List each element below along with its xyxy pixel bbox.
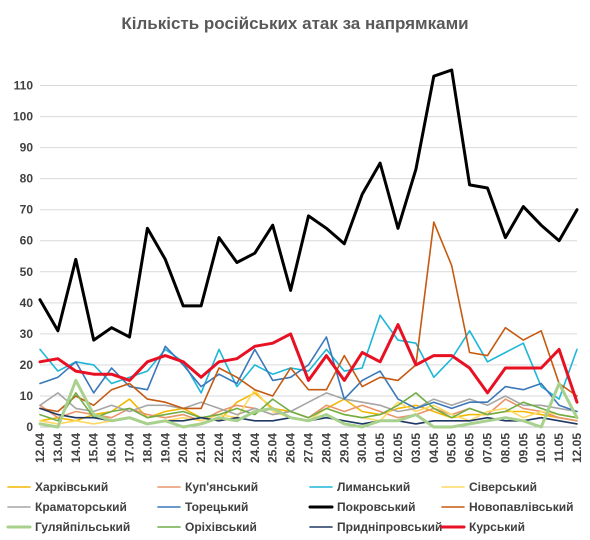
- x-tick-label: 21.04: [194, 433, 208, 463]
- y-tick-label: 110: [14, 79, 34, 93]
- x-tick-label: 28.04: [319, 433, 333, 463]
- series-line-3: [39, 314, 578, 400]
- x-tick-label: 23.04: [230, 433, 244, 463]
- legend-label: Придніпровський: [337, 520, 442, 534]
- legend-label: Курський: [469, 520, 525, 534]
- x-tick-label: 01.05: [373, 433, 387, 463]
- x-axis-ticks: 12.04 13.04 14.04 15.04 16.04 17.04 18.04 19.04…: [33, 433, 584, 463]
- y-tick-label: 100: [13, 110, 33, 124]
- y-tick-label: 90: [20, 141, 34, 155]
- x-tick-label: 22.04: [212, 433, 226, 463]
- x-tick-label: 12.05: [570, 433, 584, 463]
- x-tick-label: 09.05: [516, 433, 530, 463]
- series-line-8: [39, 221, 578, 413]
- legend-label: Новопавлівський: [469, 500, 574, 514]
- x-tick-label: 14.04: [69, 433, 83, 463]
- x-tick-label: 19.04: [158, 433, 172, 463]
- x-tick-label: 08.05: [498, 433, 512, 463]
- series-line-5: [39, 392, 578, 416]
- y-tick-label: 60: [20, 234, 34, 248]
- x-tick-label: 02.05: [391, 433, 405, 463]
- legend-label: Куп'янський: [185, 480, 258, 494]
- legend-label: Покровський: [337, 500, 416, 514]
- x-tick-label: 13.04: [51, 433, 65, 463]
- x-tick-label: 10.05: [534, 433, 548, 463]
- y-tick-label: 40: [20, 296, 34, 310]
- y-tick-label: 10: [20, 389, 34, 403]
- x-tick-label: 15.04: [87, 433, 101, 463]
- legend-label: Торецький: [185, 500, 248, 514]
- legend-label: Харківський: [35, 480, 108, 494]
- x-tick-label: 18.04: [140, 433, 154, 463]
- chart-title: Кількість російських атак за напрямками: [121, 14, 468, 33]
- x-tick-label: 07.05: [481, 433, 495, 463]
- x-tick-label: 03.05: [409, 433, 423, 463]
- x-tick-label: 16.04: [105, 433, 119, 463]
- legend: Харківський Куп'янський Лиманський Сіверськ…: [6, 480, 574, 534]
- y-axis-ticks: 0 10 20 30 40 50 60 70 80 90 100 110: [13, 79, 33, 434]
- legend-label: Сіверський: [469, 480, 537, 494]
- y-tick-label: 70: [20, 203, 34, 217]
- x-tick-label: 25.04: [266, 433, 280, 463]
- y-tick-label: 0: [26, 420, 33, 434]
- y-tick-label: 50: [20, 265, 34, 279]
- x-tick-label: 11.05: [552, 433, 566, 463]
- x-tick-label: 05.05: [445, 433, 459, 463]
- x-tick-label: 20.04: [176, 433, 190, 463]
- legend-label: Лиманський: [337, 480, 410, 494]
- x-tick-label: 27.04: [302, 433, 316, 463]
- series-line-7: [38, 68, 579, 342]
- x-tick-label: 12.04: [33, 433, 47, 463]
- x-tick-label: 26.04: [284, 433, 298, 463]
- x-tick-label: 30.04: [355, 433, 369, 463]
- series-lines: [38, 68, 579, 429]
- x-tick-label: 24.04: [248, 433, 262, 463]
- x-tick-label: 06.05: [463, 433, 477, 463]
- legend-label: Краматорський: [35, 500, 127, 514]
- y-tick-label: 80: [20, 172, 34, 186]
- y-tick-label: 30: [20, 327, 34, 341]
- x-tick-label: 04.05: [427, 433, 441, 463]
- x-tick-label: 17.04: [123, 433, 137, 463]
- series-line-9: [38, 378, 579, 429]
- series-line-6: [39, 336, 578, 413]
- series-line-10: [39, 392, 578, 422]
- legend-label: Оріхівський: [185, 520, 257, 534]
- legend-label: Гуляйпільський: [35, 520, 130, 534]
- y-tick-label: 20: [20, 358, 34, 372]
- x-tick-label: 29.04: [337, 433, 351, 463]
- series-line-12: [38, 323, 579, 404]
- grid-lines: [40, 85, 577, 428]
